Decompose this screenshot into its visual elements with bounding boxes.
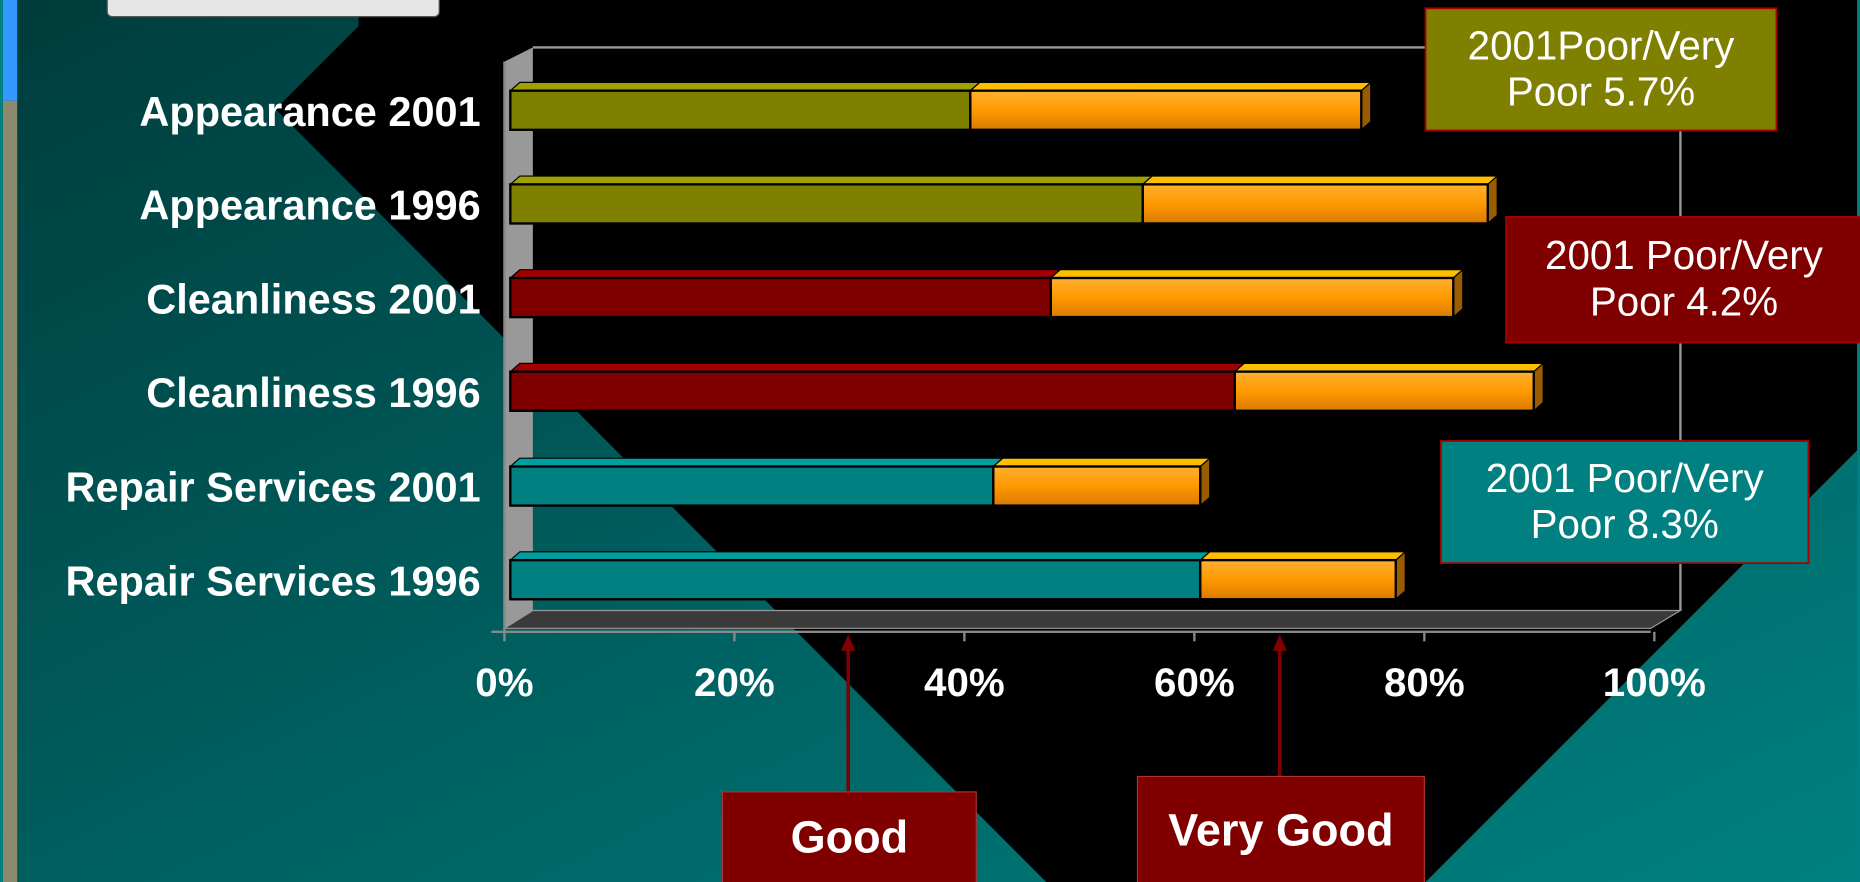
bar-top (968, 81, 1373, 92)
bar-end (1452, 268, 1464, 319)
y-tick-label: Appearance 1996 (139, 182, 480, 229)
legend-label: Very Good (1168, 804, 1393, 855)
x-tick-label: 60% (1154, 660, 1235, 705)
bar (509, 558, 1202, 601)
callout-text: 2001Poor/Very Poor 5.7% (1467, 23, 1735, 115)
y-tick-label: Repair Services 2001 (66, 464, 481, 511)
bar-end (1395, 550, 1406, 601)
floor (502, 609, 1683, 629)
x-tick-label: 100% (1603, 660, 1706, 705)
y-tick-label: Cleanliness 1996 (146, 369, 480, 416)
bar-top (1141, 175, 1499, 185)
x-tick-label: 0% (475, 660, 533, 705)
bar-top (508, 81, 982, 92)
bar (509, 276, 1052, 319)
bar-top (1049, 269, 1465, 279)
side-strip (2, 100, 18, 882)
y-tick-label: Repair Services 1996 (66, 557, 481, 604)
legend-box (721, 791, 977, 882)
bar-top (1233, 362, 1545, 373)
bar-top (1198, 551, 1407, 561)
y-tick-label: Cleanliness 2001 (146, 275, 480, 322)
callout: 2001Poor/Very Poor 5.7% (1467, 23, 1735, 115)
callout: 2001 Poor/Very Poor 8.3% (1485, 455, 1764, 548)
side-wall (504, 47, 533, 629)
bar (1141, 183, 1489, 225)
x-tick-label: 20% (694, 660, 775, 705)
bar-end (1533, 362, 1544, 413)
legend-label: Good (791, 811, 909, 862)
bar (509, 465, 995, 507)
bar-end (1199, 456, 1211, 507)
y-tick-label: Appearance 2001 (139, 88, 480, 135)
callout-box (1424, 7, 1778, 132)
legend-arrow-head (1272, 634, 1287, 651)
bar-end (1360, 81, 1372, 132)
legend (841, 634, 1287, 792)
callout-box (1440, 440, 1810, 564)
callout-text: 2001 Poor/Very Poor 8.3% (1485, 455, 1764, 548)
bar (992, 465, 1202, 507)
callout: 2001 Poor/Very Poor 4.2% (1545, 233, 1823, 325)
bar (969, 89, 1363, 131)
x-tick-label: 80% (1384, 660, 1465, 705)
legend-arrow-head (841, 634, 856, 651)
bar (509, 183, 1144, 225)
side-strip (2, 0, 18, 101)
bar-top (508, 362, 1246, 373)
bar-end (1487, 174, 1498, 225)
bar (1199, 558, 1397, 601)
bar (1049, 276, 1455, 319)
bar (509, 370, 1236, 412)
bar-top (991, 457, 1212, 468)
x-tick-label: 40% (924, 660, 1005, 705)
callout-text: 2001 Poor/Very Poor 4.2% (1545, 233, 1823, 325)
bar-top (508, 457, 1005, 468)
bar-top (508, 175, 1154, 185)
scroll-graphic (106, 0, 440, 18)
bar (1233, 370, 1535, 412)
bar-top (508, 269, 1062, 279)
bar (509, 89, 972, 131)
legend-box (1136, 775, 1425, 882)
bar-top (508, 551, 1212, 561)
callout-box (1505, 216, 1860, 344)
